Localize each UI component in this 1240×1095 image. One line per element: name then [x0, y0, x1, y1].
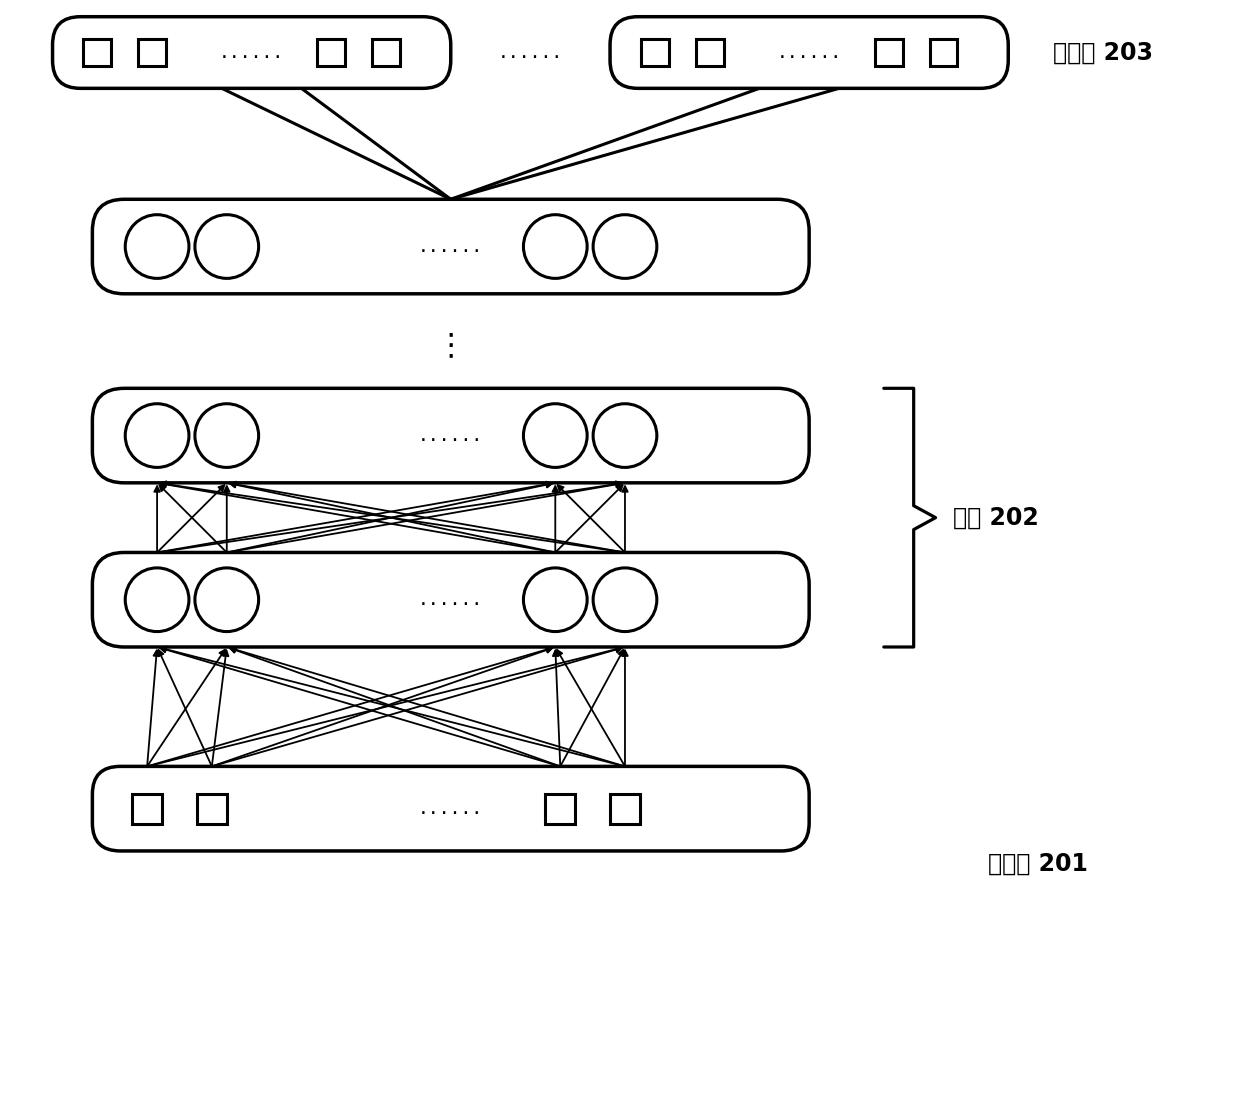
FancyBboxPatch shape	[52, 16, 451, 89]
Circle shape	[195, 404, 259, 468]
Text: ......: ......	[219, 44, 284, 61]
Circle shape	[593, 404, 657, 468]
Text: ......: ......	[418, 238, 484, 255]
FancyBboxPatch shape	[92, 389, 810, 483]
FancyBboxPatch shape	[197, 794, 227, 823]
Text: ......: ......	[418, 799, 484, 818]
Circle shape	[523, 568, 588, 632]
Text: ⋮: ⋮	[435, 332, 466, 360]
Text: ......: ......	[418, 590, 484, 609]
FancyBboxPatch shape	[317, 38, 345, 67]
FancyBboxPatch shape	[875, 38, 903, 67]
Circle shape	[593, 568, 657, 632]
Circle shape	[125, 404, 188, 468]
Text: ......: ......	[497, 44, 563, 61]
Circle shape	[195, 215, 259, 278]
Text: ......: ......	[418, 427, 484, 445]
FancyBboxPatch shape	[641, 38, 668, 67]
FancyBboxPatch shape	[92, 199, 810, 293]
Circle shape	[523, 215, 588, 278]
Text: ......: ......	[776, 44, 842, 61]
Circle shape	[523, 404, 588, 468]
Circle shape	[195, 568, 259, 632]
FancyBboxPatch shape	[83, 38, 112, 67]
FancyBboxPatch shape	[92, 553, 810, 647]
Circle shape	[593, 215, 657, 278]
Text: 隐层 202: 隐层 202	[954, 506, 1039, 530]
FancyBboxPatch shape	[546, 794, 575, 823]
FancyBboxPatch shape	[92, 766, 810, 851]
FancyBboxPatch shape	[930, 38, 957, 67]
FancyBboxPatch shape	[372, 38, 401, 67]
FancyBboxPatch shape	[610, 794, 640, 823]
FancyBboxPatch shape	[133, 794, 162, 823]
FancyBboxPatch shape	[138, 38, 166, 67]
Text: 输入层 201: 输入层 201	[988, 852, 1089, 875]
Text: 输出层 203: 输出层 203	[1053, 41, 1153, 65]
Circle shape	[125, 215, 188, 278]
FancyBboxPatch shape	[696, 38, 723, 67]
Circle shape	[125, 568, 188, 632]
FancyBboxPatch shape	[610, 16, 1008, 89]
